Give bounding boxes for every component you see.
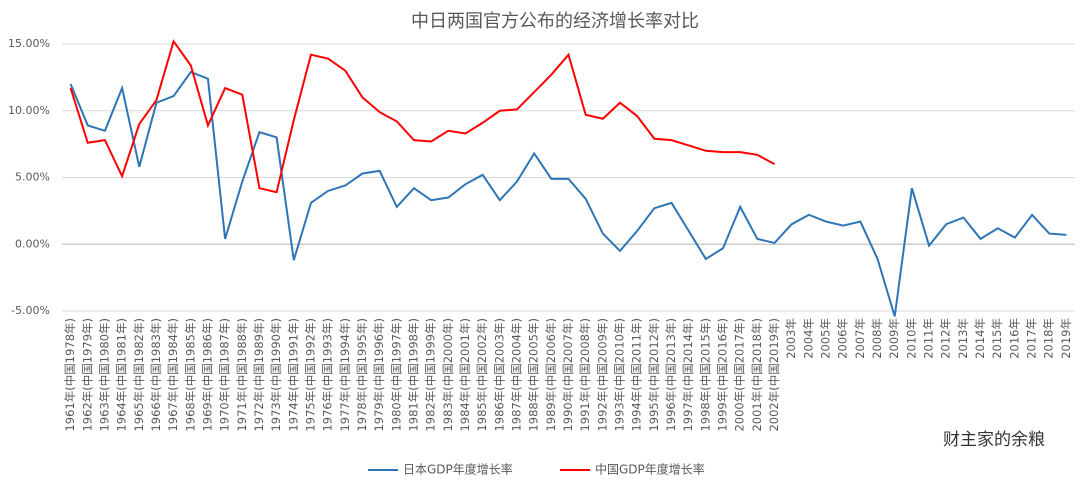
x-tick-label: 2011年	[922, 318, 936, 359]
x-tick-label: 1994年(中国2011年)	[630, 318, 644, 432]
x-tick-label: 1984年(中国2001年)	[458, 318, 472, 432]
x-tick-label: 1965年(中国1982年)	[132, 318, 146, 432]
x-tick-label: 1976年(中国1993年)	[321, 318, 335, 432]
x-tick-label: 2012年	[939, 318, 953, 359]
x-tick-label: 1962年(中国1979年)	[80, 318, 94, 432]
x-tick-label: 1998年(中国2015年)	[698, 318, 712, 432]
x-tick-label: 1975年(中国1992年)	[303, 318, 317, 432]
x-tick-label: 1981年(中国1998年)	[406, 318, 420, 432]
x-tick-label: 1964年(中国1981年)	[115, 318, 129, 432]
x-tick-label: 1972年(中国1989年)	[252, 318, 266, 432]
x-tick-label: 1996年(中国2013年)	[664, 318, 678, 432]
x-tick-label: 1967年(中国1984年)	[166, 318, 180, 432]
x-tick-label: 1988年(中国2005年)	[527, 318, 541, 432]
x-tick-label: 1987年(中国2004年)	[509, 318, 523, 432]
x-tick-label: 2008年	[870, 318, 884, 359]
x-tick-label: 2000年(中国2017年)	[733, 318, 747, 432]
x-tick-label: 2004年	[801, 318, 815, 359]
x-tick-label: 2006年	[836, 318, 850, 359]
x-tick-label: 2007年	[853, 318, 867, 359]
x-tick-label: 1991年(中国2008年)	[578, 318, 592, 432]
y-tick-label: 15.00%	[8, 37, 50, 50]
x-tick-label: 1966年(中国1983年)	[149, 318, 163, 432]
x-tick-label: 2019年	[1059, 318, 1073, 359]
x-tick-label: 1993年(中国2010年)	[613, 318, 627, 432]
x-tick-label: 1969年(中国1986年)	[200, 318, 214, 432]
x-tick-label: 2018年	[1042, 318, 1056, 359]
chart-title: 中日两国官方公布的经济增长率对比	[411, 11, 699, 32]
x-tick-label: 1980年(中国1997年)	[389, 318, 403, 432]
x-tick-label: 2016年	[1007, 318, 1021, 359]
x-tick-label: 1968年(中国1985年)	[183, 318, 197, 432]
x-tick-label: 1986年(中国2003年)	[492, 318, 506, 432]
x-tick-label: 2015年	[990, 318, 1004, 359]
x-tick-label: 2013年	[956, 318, 970, 359]
x-tick-label: 1979年(中国1996年)	[372, 318, 386, 432]
x-tick-label: 2002年(中国2019年)	[767, 318, 781, 432]
x-tick-label: 1963年(中国1980年)	[97, 318, 111, 432]
watermark: 财主家的余粮	[943, 430, 1045, 450]
y-tick-label: 5.00%	[15, 171, 50, 184]
y-tick-label: -5.00%	[11, 304, 50, 317]
x-tick-label: 1999年(中国2016年)	[716, 318, 730, 432]
x-tick-label: 2014年	[973, 318, 987, 359]
y-tick-label: 10.00%	[8, 104, 50, 117]
x-tick-label: 1973年(中国1990年)	[269, 318, 283, 432]
x-tick-label: 2017年	[1025, 318, 1039, 359]
x-tick-label: 1997年(中国2014年)	[681, 318, 695, 432]
x-tick-label: 1992年(中国2009年)	[595, 318, 609, 432]
x-tick-label: 1970年(中国1987年)	[218, 318, 232, 432]
x-tick-label: 1977年(中国1994年)	[338, 318, 352, 432]
x-tick-label: 1971年(中国1988年)	[235, 318, 249, 432]
x-tick-label: 2003年	[784, 318, 798, 359]
series-line	[69, 70, 1067, 317]
y-tick-label: 0.00%	[15, 237, 50, 250]
x-tick-label: 1985年(中国2002年)	[475, 318, 489, 432]
x-tick-label: 1983年(中国2000年)	[441, 318, 455, 432]
x-tick-label: 1989年(中国2006年)	[544, 318, 558, 432]
x-tick-label: 1974年(中国1991年)	[286, 318, 300, 432]
x-tick-label: 2005年	[819, 318, 833, 359]
x-tick-label: 1978年(中国1995年)	[355, 318, 369, 432]
x-tick-label: 1961年(中国1978年)	[63, 318, 77, 432]
x-tick-label: 2001年(中国2018年)	[750, 318, 764, 432]
x-tick-label: 1982年(中国1999年)	[424, 318, 438, 432]
x-tick-label: 2009年	[887, 318, 901, 359]
x-tick-label: 1995年(中国2012年)	[647, 318, 661, 432]
series-line	[69, 39, 776, 194]
legend-label: 日本GDP年度增长率	[403, 462, 513, 477]
legend-label: 中国GDP年度增长率	[595, 462, 705, 477]
x-tick-label: 2010年	[904, 318, 918, 359]
x-tick-label: 1990年(中国2007年)	[561, 318, 575, 432]
